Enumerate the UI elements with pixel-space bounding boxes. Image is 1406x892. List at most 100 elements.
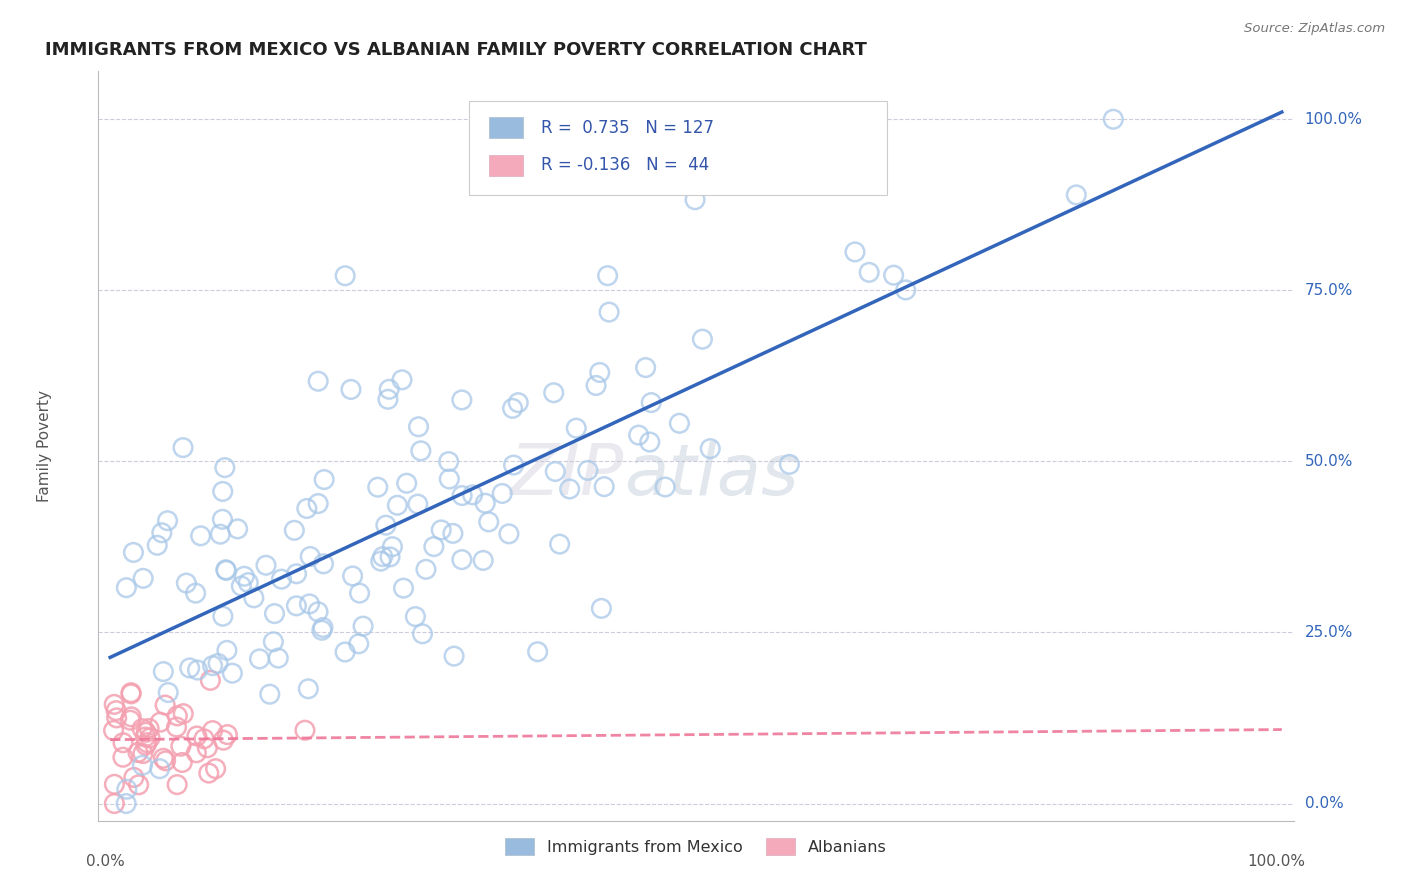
Point: [139, 731, 162, 745]
Point: [103, 698, 125, 712]
Point: [120, 713, 142, 727]
Point: [378, 549, 401, 564]
Point: [155, 754, 177, 768]
Point: [127, 746, 149, 760]
Point: [634, 360, 657, 375]
Point: [172, 706, 194, 721]
Point: [204, 762, 226, 776]
Point: [238, 575, 260, 590]
Point: [491, 486, 513, 500]
Point: [105, 704, 128, 718]
Point: [439, 472, 461, 486]
Point: [502, 458, 524, 472]
Point: [404, 609, 426, 624]
Point: [508, 395, 530, 409]
Point: [409, 443, 432, 458]
Point: [340, 383, 363, 397]
Point: [152, 665, 174, 679]
Point: [377, 392, 399, 407]
Point: [138, 722, 160, 736]
Point: [441, 526, 464, 541]
FancyBboxPatch shape: [489, 154, 523, 176]
Point: [136, 736, 159, 750]
Point: [215, 564, 238, 578]
Point: [543, 385, 565, 400]
Point: [103, 777, 125, 791]
Point: [193, 731, 215, 746]
Point: [215, 643, 238, 657]
Point: [120, 686, 142, 700]
Point: [295, 501, 318, 516]
FancyBboxPatch shape: [470, 102, 887, 195]
Point: [411, 627, 433, 641]
Point: [415, 562, 437, 576]
Point: [132, 571, 155, 585]
Point: [347, 637, 370, 651]
Point: [270, 572, 292, 586]
Point: [135, 725, 157, 739]
Point: [640, 395, 662, 409]
Point: [233, 569, 256, 583]
Point: [576, 463, 599, 477]
Point: [312, 620, 335, 634]
Point: [598, 305, 620, 319]
Text: R =  0.735   N = 127: R = 0.735 N = 127: [541, 119, 714, 136]
Point: [254, 558, 277, 573]
Point: [391, 373, 413, 387]
Point: [201, 723, 224, 738]
Text: 0.0%: 0.0%: [87, 855, 125, 870]
Point: [654, 480, 676, 494]
Point: [103, 723, 125, 738]
Point: [190, 529, 212, 543]
Text: 25.0%: 25.0%: [1305, 625, 1353, 640]
Point: [395, 476, 418, 491]
Point: [134, 730, 156, 744]
Point: [387, 498, 409, 512]
Point: [585, 378, 607, 392]
Point: [226, 522, 249, 536]
Point: [285, 599, 308, 613]
Point: [443, 649, 465, 664]
Point: [122, 771, 145, 785]
Point: [451, 489, 474, 503]
Point: [596, 268, 619, 283]
Text: Family Poverty: Family Poverty: [37, 390, 52, 502]
Point: [370, 554, 392, 568]
Point: [472, 553, 495, 567]
Point: [186, 746, 208, 760]
Text: 75.0%: 75.0%: [1305, 283, 1353, 298]
Point: [195, 740, 218, 755]
Point: [589, 366, 612, 380]
Point: [778, 458, 800, 472]
Point: [166, 720, 188, 734]
Legend: Immigrants from Mexico, Albanians: Immigrants from Mexico, Albanians: [499, 832, 893, 862]
Point: [179, 661, 201, 675]
Point: [478, 515, 501, 529]
Point: [262, 634, 284, 648]
Point: [474, 496, 496, 510]
Point: [211, 484, 233, 499]
Point: [214, 460, 236, 475]
Point: [200, 673, 222, 688]
Point: [593, 480, 616, 494]
Point: [156, 514, 179, 528]
Point: [172, 756, 194, 770]
Point: [378, 382, 401, 396]
Point: [211, 609, 233, 624]
Point: [450, 392, 472, 407]
Point: [112, 736, 135, 750]
Point: [371, 549, 394, 564]
Point: [307, 497, 329, 511]
Point: [146, 538, 169, 552]
Point: [1102, 112, 1125, 127]
Point: [103, 797, 125, 811]
Point: [312, 557, 335, 571]
Point: [243, 591, 266, 605]
Point: [858, 265, 880, 279]
Point: [132, 747, 155, 761]
Point: [157, 685, 180, 699]
Point: [267, 651, 290, 665]
FancyBboxPatch shape: [489, 117, 523, 138]
Point: [430, 523, 453, 537]
Point: [498, 526, 520, 541]
